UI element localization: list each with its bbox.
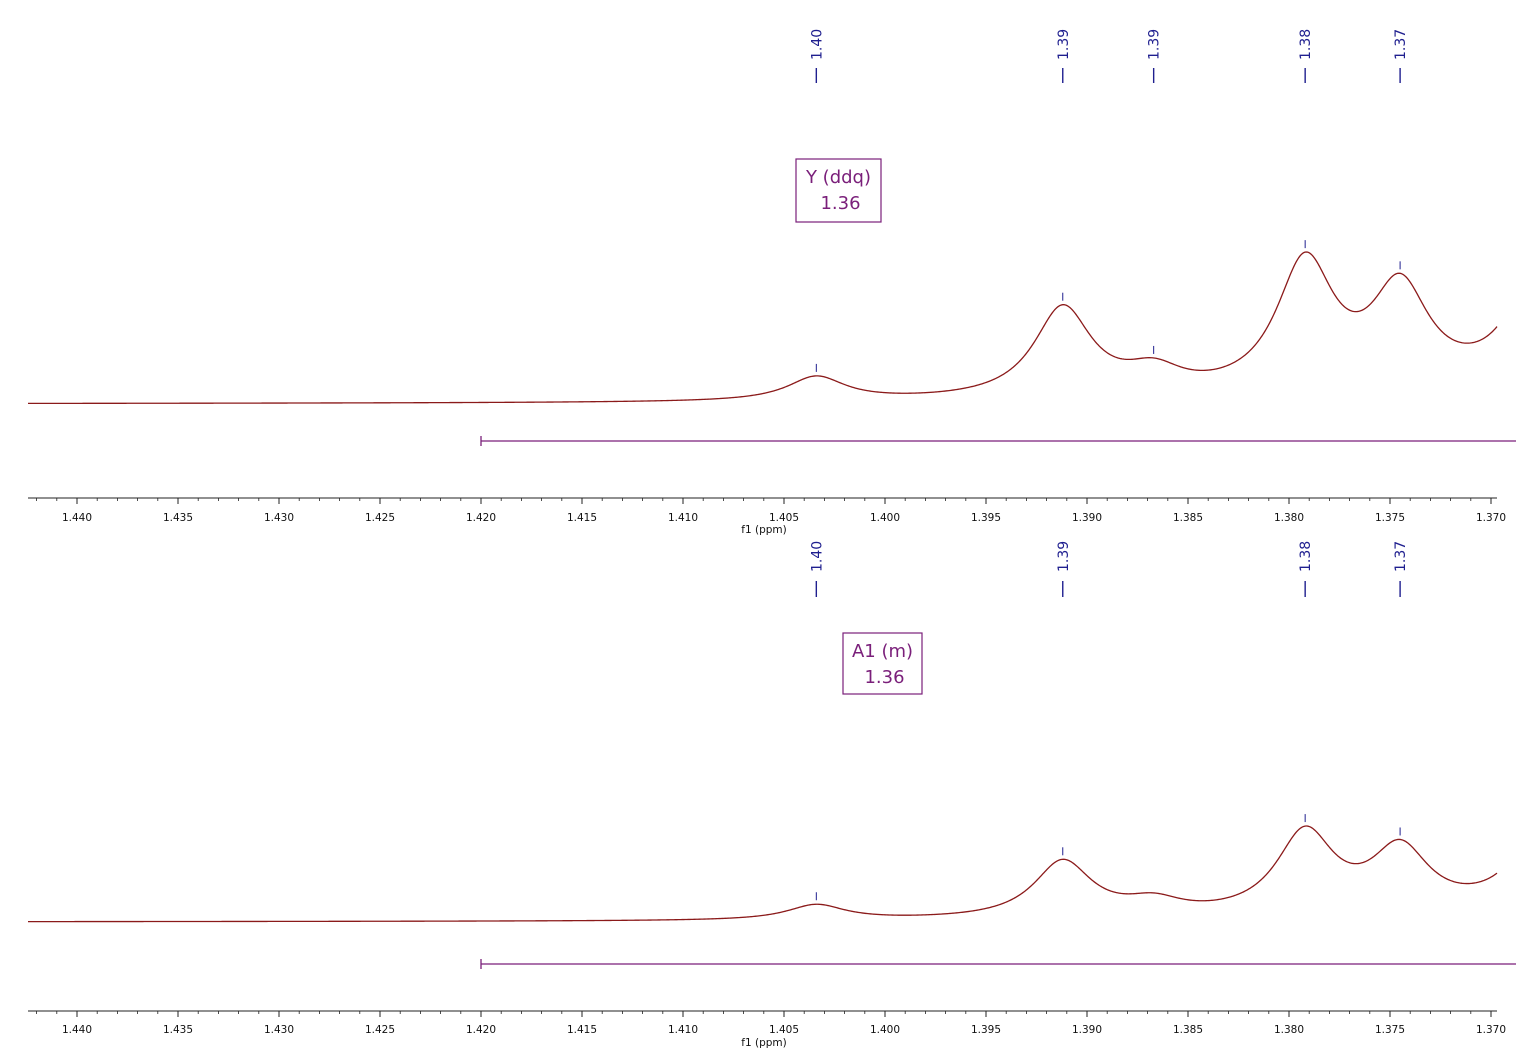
x-tick-label: 1.375 <box>1375 512 1405 524</box>
peak-label: 1.39 <box>1056 29 1072 60</box>
multiplet-shift: 1.36 <box>864 667 904 688</box>
x-tick-label: 1.440 <box>62 512 92 524</box>
x-tick-label: 1.385 <box>1173 1024 1203 1036</box>
x-tick-label: 1.415 <box>567 512 597 524</box>
multiplet-label: Y (ddq) <box>805 167 871 188</box>
peak-label: 1.40 <box>809 541 825 572</box>
x-tick-label: 1.370 <box>1476 1024 1506 1036</box>
x-tick-label: 1.440 <box>62 1024 92 1036</box>
x-tick-label: 1.390 <box>1072 1024 1102 1036</box>
x-tick-label: 1.375 <box>1375 1024 1405 1036</box>
x-tick-label: 1.410 <box>668 512 698 524</box>
x-axis-title: f1 (ppm) <box>741 524 786 536</box>
x-tick-label: 1.380 <box>1274 512 1304 524</box>
x-tick-label: 1.420 <box>466 1024 496 1036</box>
multiplet-box <box>795 158 882 223</box>
peak-label: 1.37 <box>1393 541 1409 572</box>
x-tick-label: 1.420 <box>466 512 496 524</box>
peak-label: 1.38 <box>1298 541 1314 572</box>
x-tick-label: 1.400 <box>870 1024 900 1036</box>
peak-label: 1.39 <box>1056 541 1072 572</box>
x-tick-label: 1.390 <box>1072 512 1102 524</box>
x-tick-label: 1.395 <box>971 512 1001 524</box>
multiplet-shift: 1.36 <box>820 193 860 214</box>
x-tick-label: 1.395 <box>971 1024 1001 1036</box>
x-tick-label: 1.430 <box>264 512 294 524</box>
x-tick-label: 1.435 <box>163 512 193 524</box>
x-tick-label: 1.405 <box>769 1024 799 1036</box>
peak-label: 1.37 <box>1393 29 1409 60</box>
x-tick-label: 1.370 <box>1476 512 1506 524</box>
x-tick-label: 1.430 <box>264 1024 294 1036</box>
x-tick-label: 1.410 <box>668 1024 698 1036</box>
multiplet-label: A1 (m) <box>852 641 913 662</box>
multiplet-box <box>842 632 923 695</box>
spectrum-trace <box>28 825 1498 923</box>
peak-label: 1.38 <box>1298 29 1314 60</box>
x-tick-label: 1.385 <box>1173 512 1203 524</box>
spectrum-panel-bottom: 1.440 1.435 1.430 1.425 1.420 1.415 1.410 1.405… <box>28 541 1516 1049</box>
x-tick-label: 1.435 <box>163 1024 193 1036</box>
peak-label: 1.39 <box>1147 29 1163 60</box>
x-tick-label: 1.415 <box>567 1024 597 1036</box>
x-tick-label: 1.425 <box>365 512 395 524</box>
x-tick-label: 1.405 <box>769 512 799 524</box>
x-tick-label: 1.400 <box>870 512 900 524</box>
spectrum-trace <box>28 251 1498 405</box>
x-axis-title: f1 (ppm) <box>741 1037 786 1049</box>
x-tick-label: 1.380 <box>1274 1024 1304 1036</box>
peak-label: 1.40 <box>809 29 825 60</box>
x-tick-label: 1.425 <box>365 1024 395 1036</box>
spectrum-panel-top: 1.440 1.435 1.430 1.425 1.420 1.415 1.410 1.405… <box>28 29 1516 536</box>
